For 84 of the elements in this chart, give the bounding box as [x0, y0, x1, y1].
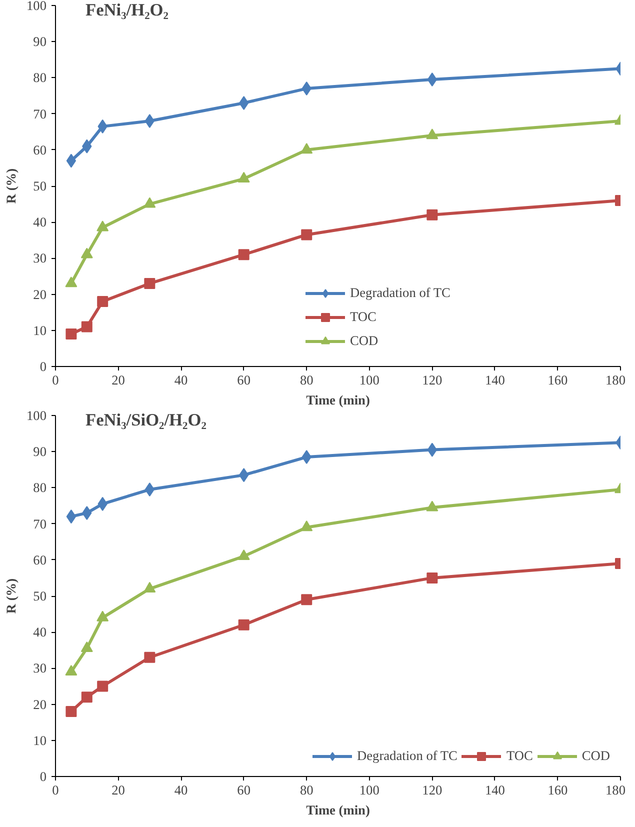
- y-tick-label: 60: [33, 142, 47, 158]
- legend-label: COD: [582, 748, 610, 764]
- point: [144, 582, 156, 592]
- point: [238, 172, 250, 182]
- point: [97, 296, 108, 308]
- x-tick-label: 60: [237, 372, 251, 388]
- y-tick-label: 80: [33, 480, 47, 496]
- point: [65, 276, 78, 288]
- y-tick-label: 30: [33, 250, 47, 266]
- x-tick-label: 40: [174, 782, 188, 798]
- y-tick-label: 90: [33, 444, 47, 460]
- chart-title: FeNi₃/H₂O₂: [86, 0, 168, 20]
- point: [80, 248, 93, 258]
- point: [144, 197, 156, 208]
- y-tick-label: 50: [33, 588, 47, 604]
- y-tick-label: 100: [26, 408, 47, 423]
- point: [66, 154, 76, 168]
- point: [65, 664, 78, 676]
- point: [96, 220, 109, 232]
- y-axis-title: R (%): [4, 578, 19, 614]
- legend-label: TOC: [506, 748, 533, 764]
- point: [301, 594, 312, 606]
- x-tick-label: 20: [112, 372, 126, 388]
- x-tick-label: 40: [174, 372, 188, 388]
- x-tick-label: 80: [300, 372, 314, 388]
- y-tick-label: 80: [33, 70, 47, 86]
- x-tick-label: 60: [237, 782, 251, 798]
- x-tick-label: 100: [359, 372, 380, 388]
- point: [426, 572, 438, 584]
- x-tick-label: 180: [606, 782, 626, 798]
- y-tick-label: 70: [33, 516, 47, 532]
- point: [426, 500, 438, 512]
- x-tick-label: 160: [548, 782, 568, 798]
- x-tick-label: 100: [359, 782, 380, 798]
- x-axis-title: Time (min): [306, 392, 370, 408]
- y-tick-label: 90: [33, 34, 47, 50]
- y-tick-label: 70: [33, 106, 47, 122]
- x-tick-label: 140: [484, 782, 506, 798]
- x-tick-label: 140: [484, 372, 506, 388]
- y-tick-label: 0: [40, 359, 47, 374]
- point: [144, 652, 156, 663]
- y-tick-label: 50: [33, 178, 47, 194]
- y-tick-label: 0: [40, 769, 47, 784]
- x-axis-title: Time (min): [306, 802, 370, 818]
- x-tick-label: 120: [422, 782, 442, 798]
- legend-label: Degradation of TC: [357, 748, 458, 764]
- y-tick-label: 100: [26, 0, 47, 13]
- point: [300, 520, 313, 532]
- legend-label: TOC: [350, 309, 376, 325]
- point: [97, 680, 108, 692]
- x-tick-label: 120: [422, 372, 442, 388]
- y-tick-label: 10: [33, 732, 47, 748]
- y-tick-label: 20: [33, 286, 47, 302]
- x-tick-label: 180: [606, 372, 626, 388]
- y-tick-label: 20: [33, 696, 47, 712]
- point: [66, 510, 76, 524]
- legend-label: Degradation of TC: [350, 285, 450, 301]
- y-tick-label: 30: [33, 660, 47, 676]
- point: [144, 278, 156, 289]
- y-tick-label: 10: [33, 322, 47, 338]
- point: [426, 209, 438, 220]
- x-tick-label: 0: [52, 372, 60, 388]
- point: [66, 706, 77, 718]
- point: [96, 610, 109, 622]
- point: [300, 143, 313, 154]
- point: [66, 328, 77, 340]
- point: [80, 641, 93, 652]
- point: [81, 321, 92, 332]
- point: [426, 128, 438, 140]
- y-tick-label: 40: [33, 624, 47, 640]
- legend-label: COD: [350, 333, 378, 349]
- point: [238, 249, 250, 260]
- chart-title: FeNi₃/SiO₂/H₂O₂: [86, 410, 206, 430]
- point: [81, 692, 92, 703]
- x-tick-label: 20: [112, 782, 126, 798]
- x-tick-label: 80: [300, 782, 314, 798]
- point: [238, 549, 250, 560]
- x-tick-label: 160: [548, 372, 568, 388]
- point: [301, 229, 312, 240]
- y-tick-label: 40: [33, 214, 47, 230]
- x-tick-label: 0: [52, 782, 60, 798]
- y-axis-title: R (%): [4, 168, 19, 204]
- point: [238, 619, 250, 630]
- y-tick-label: 60: [33, 552, 47, 568]
